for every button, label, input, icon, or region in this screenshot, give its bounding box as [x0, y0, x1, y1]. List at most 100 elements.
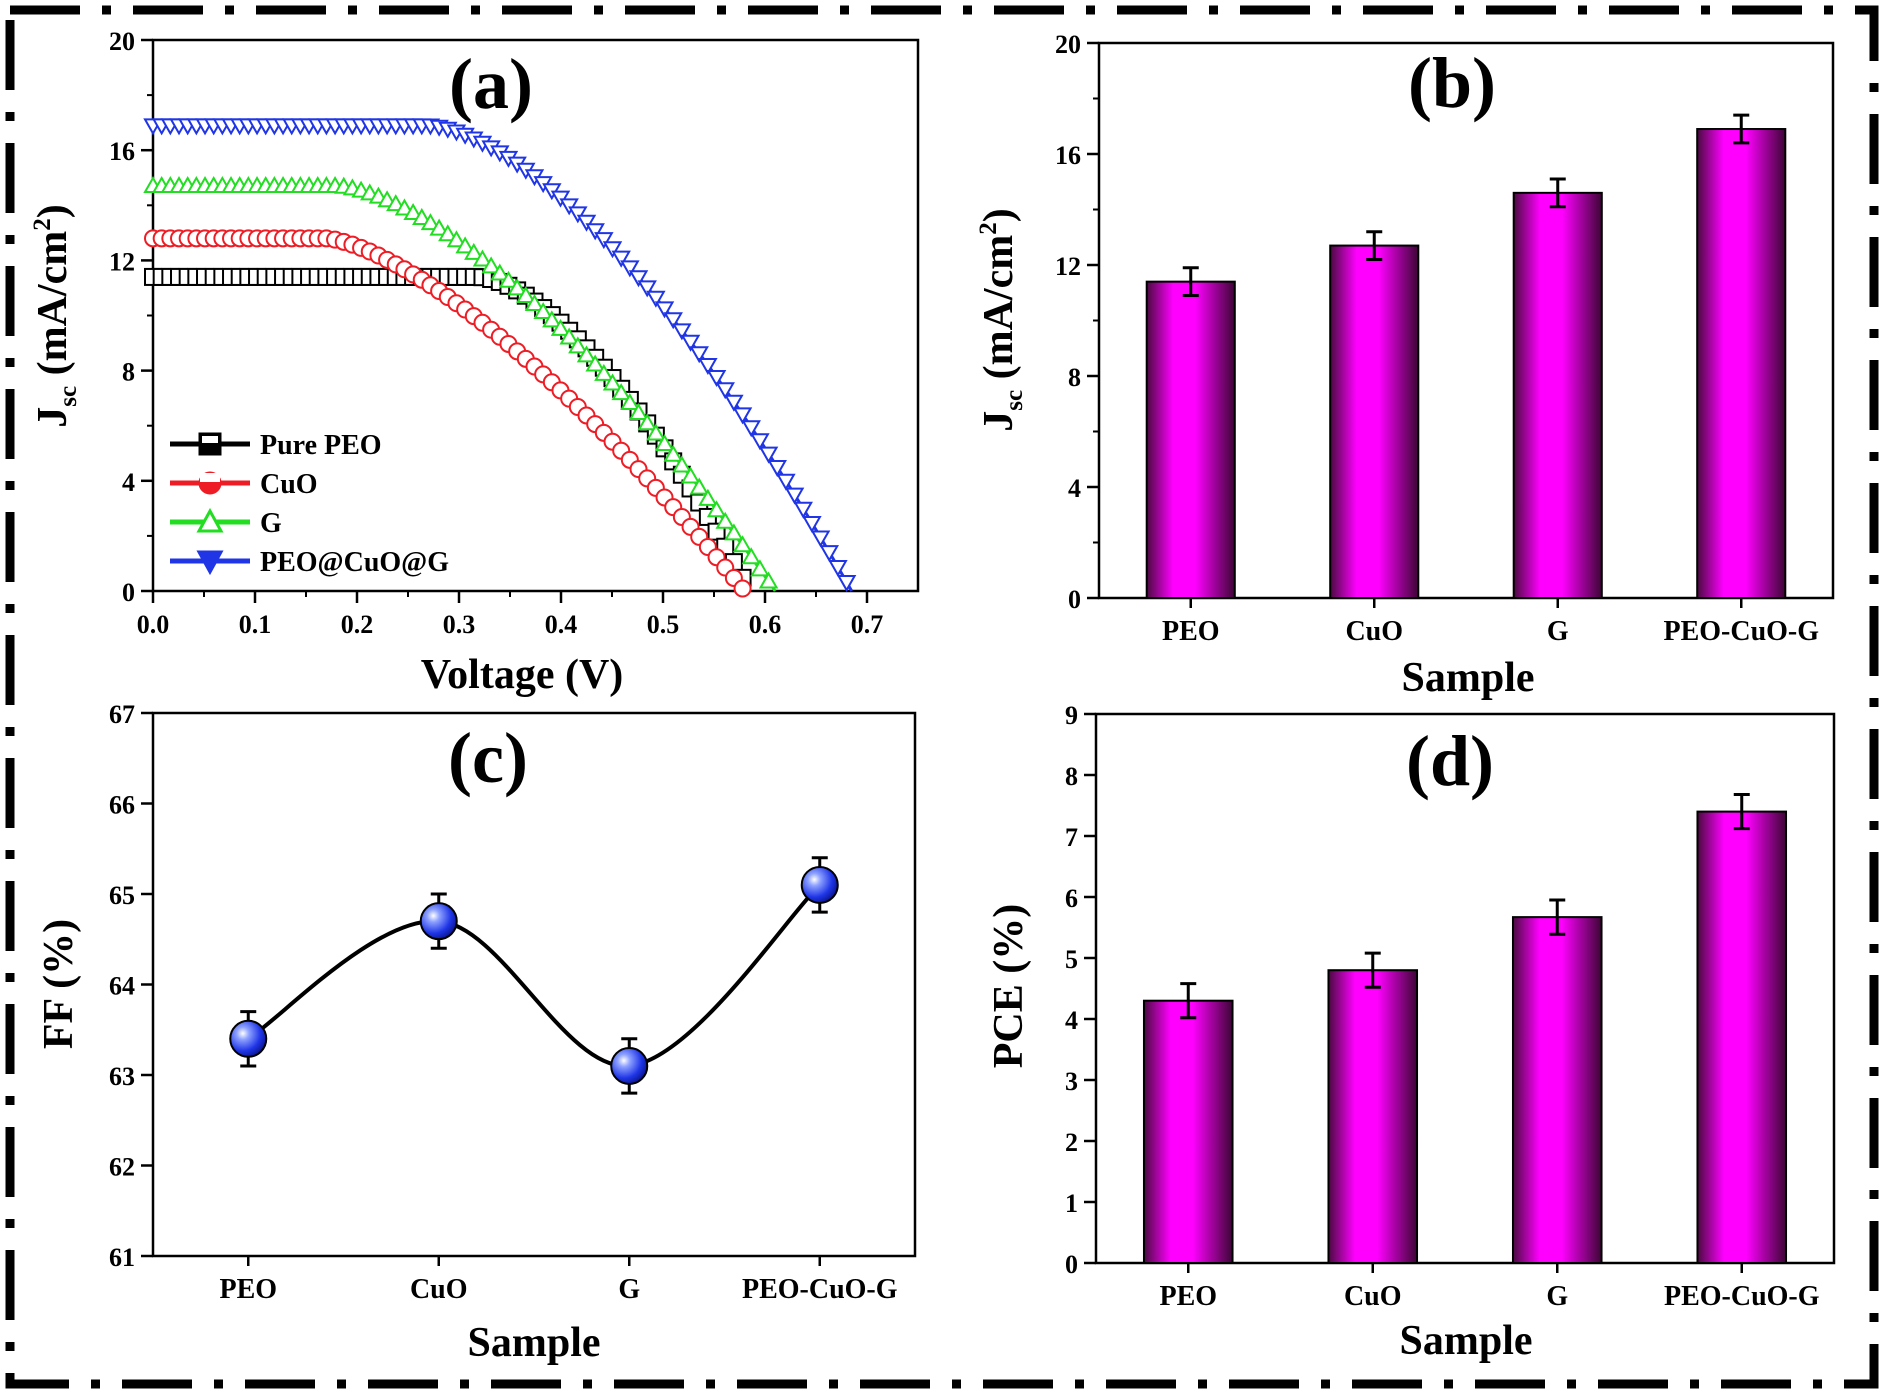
- data-point-marker: [507, 278, 527, 296]
- x-tick-label: PEO: [1159, 1281, 1217, 1312]
- y-tick-label: 4: [1065, 1006, 1078, 1035]
- panel-c-ticks: 61 62 63 64 65 66 67 PEO CuO G PEO-CuO-G: [109, 700, 898, 1305]
- x-tick-label: PEO-CuO-G: [1663, 616, 1819, 647]
- bar-cuo: [1327, 969, 1419, 1264]
- y-tick-label: 8: [1068, 363, 1081, 392]
- data-point-marker: [828, 560, 848, 578]
- data-point-marker: [646, 290, 666, 308]
- panel-c-label: (c): [448, 718, 528, 798]
- data-point-marker: [559, 327, 579, 345]
- data-point-marker: [602, 373, 623, 391]
- data-point-marker: [481, 256, 501, 274]
- legend-label: PEO@CuO@G: [260, 547, 449, 578]
- legend-marker: [196, 507, 224, 533]
- y-tick-label: 8: [122, 358, 135, 387]
- y-tick-label: 0: [1065, 1250, 1078, 1279]
- data-point-marker: [620, 392, 640, 411]
- panel-a-label: (a): [449, 44, 533, 124]
- data-point-marker: [733, 579, 752, 598]
- data-point-marker: [741, 547, 761, 565]
- series-cuo: [144, 229, 752, 598]
- data-point-marker: [706, 370, 727, 388]
- data-point-marker: [767, 460, 787, 478]
- data-point-marker: [403, 203, 423, 221]
- x-tick-label: 0.1: [239, 610, 272, 639]
- data-point-marker: [715, 511, 735, 529]
- data-point-marker: [542, 310, 562, 328]
- data-point-marker: [654, 301, 675, 319]
- data-point-marker: [698, 358, 718, 376]
- y-tick-label: 9: [1065, 701, 1078, 730]
- data-point-marker: [446, 230, 467, 248]
- data-point-marker: [706, 500, 727, 518]
- x-tick-label: 0.5: [647, 610, 680, 639]
- data-point-marker: [646, 423, 666, 441]
- y-tick-label: 2: [1065, 1128, 1078, 1157]
- data-point-marker: [524, 293, 545, 311]
- data-point-marker: [758, 571, 779, 589]
- bar-peo-cuo-g: [1696, 128, 1787, 599]
- y-tick-label: 65: [109, 881, 135, 910]
- x-tick-label: PEO-CuO-G: [1664, 1281, 1820, 1312]
- legend-marker: [196, 550, 224, 576]
- data-point-marker: [602, 241, 623, 259]
- data-point-marker: [672, 323, 692, 341]
- y-tick-label: 64: [109, 972, 135, 1001]
- data-point-marker: [611, 250, 631, 268]
- x-tick-label: 0.3: [443, 610, 476, 639]
- y-tick-label: 16: [1055, 141, 1081, 170]
- panel-a-x-axis-label: Voltage (V): [421, 652, 624, 698]
- series-line: [153, 123, 854, 592]
- data-point-marker: [784, 487, 805, 505]
- data-point-marker: [689, 346, 709, 364]
- legend-label: G: [260, 508, 282, 539]
- data-point-marker: [559, 198, 579, 216]
- data-point-marker: [663, 312, 683, 330]
- data-point-marker: [758, 446, 779, 464]
- data-point-marker: [637, 280, 657, 298]
- x-tick-label: G: [1547, 616, 1569, 647]
- panel-c-x-axis-label: Sample: [467, 1320, 600, 1366]
- data-point-marker: [628, 403, 649, 421]
- panel-d-x-axis-label: Sample: [1399, 1318, 1532, 1364]
- x-tick-label: PEO: [1162, 616, 1220, 647]
- bar-g: [1511, 916, 1603, 1264]
- ff-point-peo: [229, 1019, 268, 1058]
- data-point-marker: [490, 263, 510, 281]
- y-tick-label: 20: [1055, 30, 1081, 59]
- data-point-marker: [585, 223, 605, 241]
- panel-a-curves: [143, 118, 857, 598]
- data-point-marker: [420, 213, 441, 231]
- data-point-marker: [568, 206, 588, 224]
- ff-point-g: [610, 1046, 649, 1085]
- data-point-marker: [732, 407, 753, 425]
- panel-b-bars: [1145, 113, 1787, 599]
- y-tick-label: 3: [1065, 1067, 1078, 1096]
- x-tick-label: 0.4: [545, 610, 578, 639]
- series-peo-cuo-g: [143, 118, 857, 593]
- panel-d-ticks: 0 1 2 3 4 5 6 7 8 9 PEO CuO G PEO-CuO-G: [1065, 701, 1820, 1312]
- y-tick-label: 67: [109, 700, 135, 729]
- data-point-marker: [750, 559, 770, 577]
- panel-d-pce-bars: 0 1 2 3 4 5 6 7 8 9 PEO CuO G PEO-CuO-G (d) Sample PC…: [986, 701, 1836, 1364]
- bar-cuo: [1329, 244, 1420, 599]
- panel-d-label: (d): [1406, 721, 1494, 801]
- panel-b-y-axis-label: Jsc (mA/cm2): [975, 208, 1028, 431]
- data-point-marker: [394, 198, 415, 216]
- y-tick-label: 63: [109, 1062, 135, 1091]
- x-tick-label: PEO-CuO-G: [742, 1274, 898, 1305]
- data-point-marker: [594, 363, 614, 381]
- x-tick-label: 0.2: [341, 610, 374, 639]
- panel-d-y-axis-label: PCE (%): [986, 904, 1032, 1068]
- panel-b-jsc-bars: 0 4 8 12 16 20 PEO CuO G PEO-CuO-G (b) Sample Jsc…: [975, 30, 1835, 701]
- y-tick-label: 0: [1068, 585, 1081, 614]
- panel-d-bars: [1142, 793, 1788, 1264]
- x-tick-label: 0.0: [137, 610, 170, 639]
- data-point-marker: [611, 383, 631, 401]
- data-point-marker: [724, 394, 744, 412]
- panel-a-jv-curves: 0 4 8 12 16 20 0.0 0.1 0.2 0.3 0.4 0.5 0.6 0.7 Pure P…: [29, 27, 920, 698]
- legend-label: CuO: [260, 469, 318, 500]
- panel-b-x-axis-label: Sample: [1401, 655, 1534, 701]
- data-point-marker: [637, 413, 657, 431]
- y-tick-label: 0: [122, 578, 135, 607]
